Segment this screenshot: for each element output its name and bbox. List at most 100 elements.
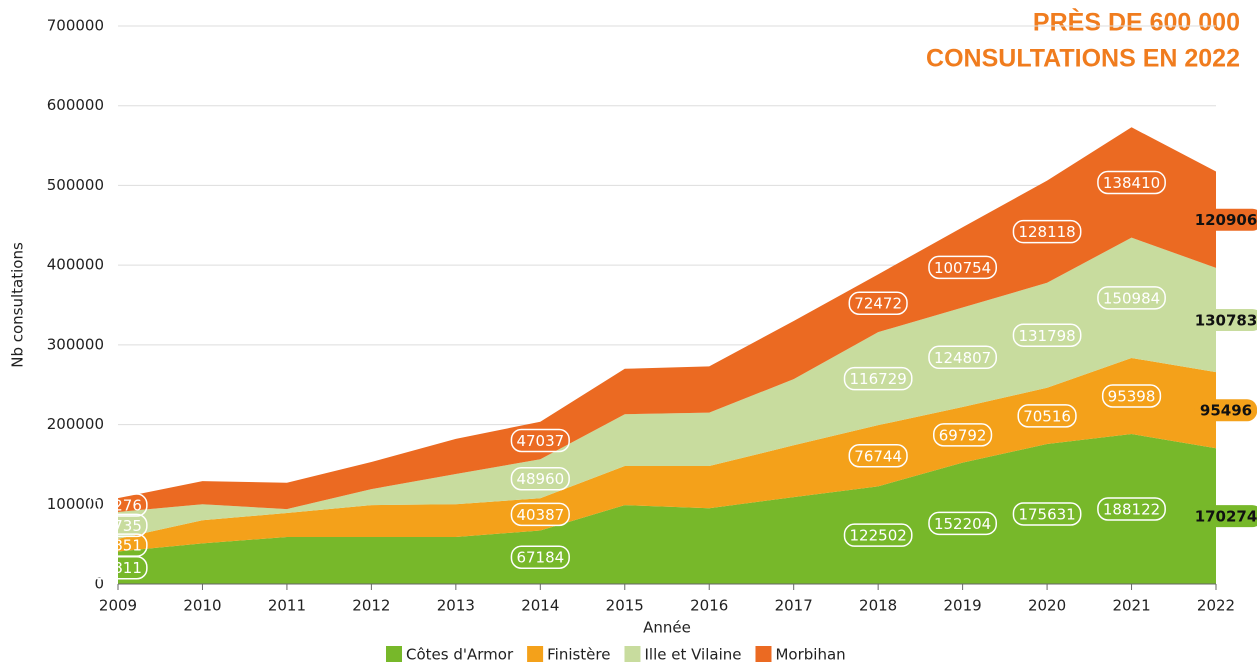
data-label: 67184 [510,545,570,569]
label-box [510,466,570,491]
x-tick-label: 2016 [690,597,728,615]
legend-swatch [624,646,641,662]
x-tick-label: 2021 [1112,597,1150,615]
x-tick-label: 2011 [268,597,306,615]
data-label-text: 152204 [934,515,991,533]
data-label-text: 72472 [854,295,902,313]
x-axis-title: Année [643,619,691,637]
data-label-text: 138410 [1103,174,1160,192]
area [118,357,1216,552]
y-axis-title: Nb consultations [9,242,27,368]
data-label-text: 100754 [934,259,991,277]
label-box [1017,404,1077,428]
data-label: 47037 [510,428,570,453]
data-label: 33735 [88,513,148,538]
area [118,434,1216,584]
data-label: 72472 [848,291,908,315]
label-box [843,523,913,547]
label-box [848,444,908,468]
data-label: 116729 [843,366,913,391]
data-label: 188122 [1097,497,1166,521]
x-tick-label: 2012 [352,597,390,615]
x-tick-label: 2009 [99,597,137,615]
label-box [928,511,997,536]
data-label-text: 40811 [94,559,142,577]
data-label: 150984 [1097,286,1166,310]
data-label-text: 69792 [939,426,987,444]
data-label-text: 95398 [1108,388,1156,406]
legend-swatch [527,646,544,662]
data-label: 15851 [88,533,148,557]
y-tick-label: 500000 [47,176,104,194]
data-label: 152204 [928,511,997,536]
legend-label: Morbihan [775,646,845,664]
data-label: 130783 [1189,309,1257,332]
y-tick-label: 0 [94,575,104,593]
data-label-text: 128118 [1018,223,1075,241]
label-box [933,423,993,447]
data-label-text: 130783 [1195,312,1257,330]
data-label-text: 124807 [934,349,991,367]
y-tick-label: 200000 [47,415,104,433]
label-box [1189,208,1257,231]
data-label: 131798 [1012,323,1082,348]
data-label-text: 48960 [516,470,564,488]
data-label-text: 131798 [1018,327,1075,345]
label-box [510,428,570,453]
x-tick-label: 2015 [606,597,644,615]
data-label-text: 33735 [94,517,142,535]
annotation: PRÈS DE 600 000 [1033,8,1240,37]
data-label: 120906 [1189,208,1257,231]
data-label: 40387 [510,502,570,527]
y-tick-label: 400000 [47,256,104,274]
x-tick-label: 2014 [521,597,559,615]
label-box [1012,323,1082,348]
label-box [1189,309,1257,332]
data-label-text: 47037 [516,432,564,450]
label-box [1097,170,1166,195]
data-label: 48960 [510,466,570,491]
data-label-text: 116729 [850,370,907,388]
data-label: 95398 [1101,384,1162,408]
x-tick-label: 2017 [775,597,813,615]
y-tick-label: 600000 [47,96,104,114]
data-label-text: 67184 [516,549,564,567]
data-label: 124807 [928,345,997,370]
area [118,237,1216,539]
x-tick-label: 2020 [1028,597,1066,615]
y-tick-label: 300000 [47,335,104,353]
legend: Côtes d'Armor Finistère Ille et Vilaine Mor… [386,646,846,664]
data-label-text: 95496 [1200,402,1252,420]
x-tick-label: 2018 [859,597,897,615]
data-label: 138410 [1097,170,1166,195]
data-label: 70516 [1017,404,1077,428]
data-label-text: 122502 [850,527,907,545]
data-label: 69792 [933,423,993,447]
label-box [1012,502,1082,526]
data-label: 128118 [1012,219,1082,244]
label-box [928,345,997,370]
label-box [1097,497,1166,521]
label-box [1012,219,1082,244]
data-label: 175631 [1012,502,1082,526]
data-label: 76744 [848,444,908,468]
legend-label: Finistère [547,646,610,664]
label-box [1189,505,1257,528]
label-box [843,366,913,391]
legend-label: Côtes d'Armor [406,646,514,664]
data-label: 40811 [88,555,148,580]
legend-swatch [755,646,772,662]
label-box [1101,384,1162,408]
label-box [1097,286,1166,310]
label-box [928,255,997,280]
data-label-text: 120906 [1195,211,1257,229]
data-label-text: 170274 [1195,508,1257,526]
x-tick-label: 2019 [944,597,982,615]
data-label: 17276 [88,493,148,517]
legend-label: Ille et Vilaine [644,646,741,664]
data-label-text: 175631 [1018,505,1075,523]
y-tick-label: 700000 [47,17,104,35]
data-label-text: 17276 [94,497,142,515]
